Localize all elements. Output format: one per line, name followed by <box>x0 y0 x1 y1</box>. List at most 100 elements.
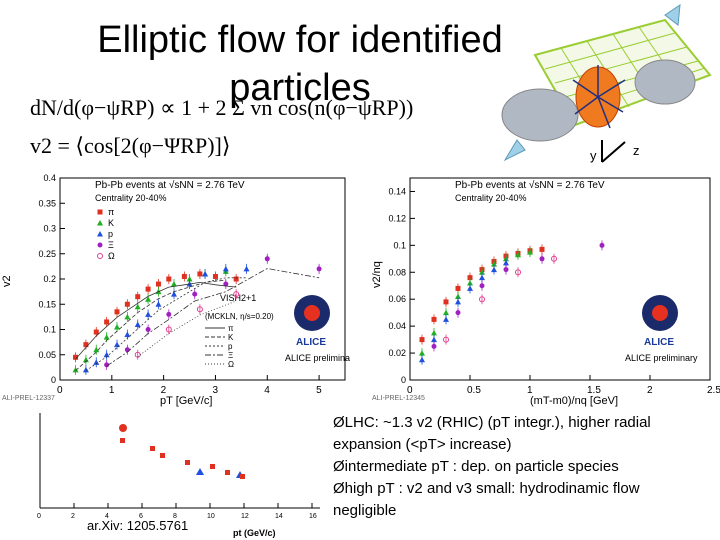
right-centrality: Centrality 20-40% <box>455 193 527 203</box>
left-data-point <box>186 276 193 282</box>
left-data-point <box>114 323 120 330</box>
high-pt-v2-plot: 0 2 4 6 8 10 12 14 16 pt (GeV/c) ar.Xiv: 1205.57… <box>37 413 320 538</box>
left-data-point <box>82 356 89 363</box>
left-centrality: Centrality 20-40% <box>95 193 167 203</box>
left-data-point <box>197 271 203 277</box>
left-data-point <box>134 303 141 310</box>
left-data-point <box>124 313 131 320</box>
x-tick-label: 1 <box>527 385 533 396</box>
axis-z-letter: z <box>633 143 640 158</box>
nucleus-left <box>501 88 579 142</box>
left-data-point <box>93 359 100 365</box>
bottom-x-tick: 6 <box>139 513 143 520</box>
x-tick-label: 0.5 <box>467 385 481 396</box>
left-data-point <box>243 265 250 272</box>
left-data-point <box>233 276 239 282</box>
left-data-point <box>264 256 270 262</box>
left-data-point <box>93 346 100 353</box>
left-data-point <box>155 301 162 307</box>
left-data-point <box>202 270 209 277</box>
left-data-point <box>124 347 130 353</box>
bullet-line: Øintermediate pT : dep. on particle spec… <box>333 458 619 475</box>
hydro-curve <box>106 268 320 367</box>
left-data-point <box>155 281 161 287</box>
right-data-point <box>539 246 545 252</box>
right-prel-tag: ALI-PREL-12345 <box>372 395 425 402</box>
right-data-point <box>443 309 449 316</box>
right-data-point <box>443 336 449 343</box>
y-tick-label: 0.1 <box>393 240 406 250</box>
left-data-point <box>145 296 152 302</box>
conclusion-bullets: ØLHC: ~1.3 v2 (RHIC) (pT integr.), highe… <box>333 412 720 522</box>
right-data-point <box>539 256 545 262</box>
left-data-point <box>171 281 177 287</box>
right-data-point <box>467 275 473 281</box>
left-data-point <box>212 273 218 279</box>
bullet-line: Øhigh pT : v2 and v3 small: hydrodinamic… <box>333 480 640 497</box>
bottom-x-tick: 0 <box>37 513 41 520</box>
legend-marker <box>97 220 103 226</box>
right-data-point <box>515 251 521 258</box>
left-data-point <box>171 291 177 297</box>
left-data-point <box>124 301 130 307</box>
left-data-point <box>192 291 198 297</box>
bullet-line: expansion (<pT> increase) <box>333 436 512 453</box>
bullet-line: negligible <box>333 502 397 519</box>
left-data-point <box>103 351 110 358</box>
left-data-point <box>166 276 172 282</box>
right-data-point <box>551 255 557 262</box>
left-data-point <box>223 281 229 287</box>
left-data-point <box>134 321 141 327</box>
x-tick-label: 3 <box>212 385 218 396</box>
y-tick-label: 0.15 <box>38 299 56 309</box>
collision-illustration: y z <box>501 3 712 163</box>
left-data-point <box>135 294 141 300</box>
bottom-data-points <box>119 424 245 479</box>
left-prel-tag: ALI-PREL-12337 <box>2 395 55 402</box>
left-data-point <box>145 327 151 332</box>
right-prelim-label: ALICE preliminary <box>625 353 698 363</box>
right-data-point <box>503 259 509 266</box>
right-data-point <box>431 329 437 336</box>
beam-arrow-icon <box>664 3 681 26</box>
x-tick-label: 4 <box>264 385 270 396</box>
right-data-point <box>515 269 521 276</box>
axis-y-letter: y <box>590 148 597 163</box>
left-data-point <box>104 319 110 325</box>
bottom-xlabel: pt (GeV/c) <box>233 528 276 538</box>
left-data-point <box>233 291 240 298</box>
left-data-point <box>124 331 131 338</box>
hydro-curve <box>75 281 237 360</box>
left-logo-text: ALICE <box>296 337 326 348</box>
x-tick-label: 5 <box>316 385 322 396</box>
y-tick-label: 0 <box>401 375 406 385</box>
right-data-point <box>443 316 449 322</box>
left-data-point <box>222 265 229 272</box>
x-tick-label: 2 <box>647 385 653 396</box>
left-data-point <box>104 362 110 368</box>
model-legend-label: K <box>228 333 234 342</box>
left-ylabel: v2 <box>1 275 13 287</box>
right-data-point <box>431 316 437 322</box>
right-data-point <box>419 337 425 343</box>
left-data-point <box>82 366 89 373</box>
left-data-point <box>93 329 99 335</box>
y-tick-label: 0.06 <box>388 294 406 304</box>
beam-arrow-icon-2 <box>503 139 526 162</box>
right-data-point <box>431 343 437 349</box>
legend-marker <box>97 253 103 259</box>
legend-marker <box>97 231 103 237</box>
right-data-point <box>491 261 497 267</box>
left-event-label: Pb-Pb events at √sNN = 2.76 TeV <box>95 179 245 191</box>
right-data-point <box>419 350 425 356</box>
y-tick-label: 0.2 <box>43 274 56 284</box>
x-tick-label: 2.5 <box>707 385 720 396</box>
right-data-point <box>479 274 485 281</box>
x-tick-label: 1 <box>109 385 115 396</box>
left-data-point <box>166 311 172 317</box>
left-prelim-label: ALICE preliminary <box>285 353 350 363</box>
right-data-point <box>431 336 437 343</box>
slide-title: Elliptic flow for identified particles <box>97 19 503 109</box>
